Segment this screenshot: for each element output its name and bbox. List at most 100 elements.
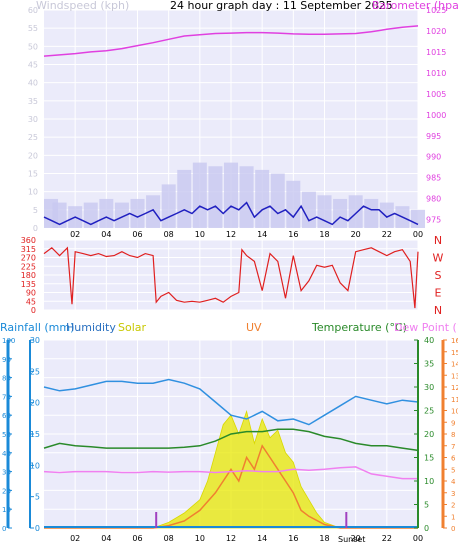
barometer-axis: 975 980 985 990 995 1000 1005 1010 1015 1020 1025 xyxy=(426,6,446,225)
uv-tick-label: 9 xyxy=(451,419,455,427)
gust-bar xyxy=(301,191,316,228)
uv-line xyxy=(44,444,418,529)
gust-bar xyxy=(286,180,301,228)
direction-tick-label: 45 xyxy=(26,297,36,306)
uv-tick-label: 2 xyxy=(451,502,455,510)
rainfall-tick-label: 80 xyxy=(2,375,11,383)
windspeed-axis: 0 5 10 15 20 25 30 35 40 45 50 55 60 xyxy=(28,6,38,233)
barometer-tick-label: 1010 xyxy=(426,69,446,78)
barometer-tick-label: 985 xyxy=(426,174,441,183)
temperature-tick-label: 40 xyxy=(424,336,434,345)
windspeed-tick-label: 40 xyxy=(28,79,38,88)
temperature-tick-label: 30 xyxy=(424,383,434,392)
barometer-line xyxy=(43,25,419,57)
uv-tick-label: 6 xyxy=(451,455,456,463)
temperature-tick-label: 10 xyxy=(424,477,434,486)
time-tick-label: 12 xyxy=(226,534,236,543)
gust-bar xyxy=(99,198,114,228)
barometer-tick-label: 1015 xyxy=(426,48,446,57)
dewpoint-line xyxy=(43,466,418,480)
time-tick-label: 02 xyxy=(70,534,80,543)
direction-tick-label: 0 xyxy=(31,306,36,315)
temperature-line xyxy=(43,428,419,452)
gust-bar xyxy=(146,195,161,228)
rain-inner-tick-label: 20 xyxy=(30,399,40,408)
temperature-axis: 0 5 10 15 20 25 30 35 40 xyxy=(414,336,434,533)
barometer-tick-label: 1025 xyxy=(426,6,446,15)
uv-tick-label: 10 xyxy=(451,408,458,416)
windspeed-tick-label: 20 xyxy=(28,151,38,160)
rainfall-tick-label: 30 xyxy=(2,469,11,477)
time-tick-label: 10 xyxy=(195,534,205,543)
windspeed-tick-label: 35 xyxy=(28,97,38,106)
gust-bar xyxy=(333,198,348,228)
barometer-tick-label: 1005 xyxy=(426,90,446,99)
time-tick-label: 08 xyxy=(164,230,174,239)
dewpoint-label: Dew Point (°C) xyxy=(394,321,458,334)
time-tick-label: 12 xyxy=(226,230,236,239)
rainfall-tick-label: 100 xyxy=(2,337,15,345)
uv-tick-label: 16 xyxy=(451,337,458,345)
top-time-axis: 02 04 06 08 10 12 14 16 18 20 22 00 xyxy=(70,230,423,239)
time-tick-label: 02 xyxy=(70,230,80,239)
rain-inner-tick-label: 0 xyxy=(35,524,40,533)
uv-tick-label: 13 xyxy=(451,372,458,380)
time-tick-label: 06 xyxy=(132,230,142,239)
compass-label: N xyxy=(434,304,442,317)
gust-bar xyxy=(83,202,98,228)
gust-bar xyxy=(270,173,285,228)
rainfall-tick-label: 50 xyxy=(2,431,11,439)
direction-tick-label: 135 xyxy=(21,280,36,289)
direction-tick-label: 360 xyxy=(21,236,36,245)
windspeed-tick-label: 60 xyxy=(28,6,38,15)
direction-tick-label: 225 xyxy=(21,262,36,271)
temperature-tick-label: 5 xyxy=(424,501,429,510)
time-tick-label: 10 xyxy=(195,230,205,239)
rainfall-tick-label: 90 xyxy=(2,356,11,364)
rainfall-tick-label: 40 xyxy=(2,450,11,458)
sunset-annotation: Sunset xyxy=(338,535,365,544)
uv-tick-label: 12 xyxy=(451,384,458,392)
uv-tick-label: 15 xyxy=(451,349,458,357)
time-tick-label: 08 xyxy=(164,534,174,543)
time-tick-label: 20 xyxy=(351,534,361,543)
direction-tick-label: 315 xyxy=(21,245,36,254)
gust-bar xyxy=(379,202,394,228)
temperature-tick-label: 0 xyxy=(424,524,429,533)
rainfall-tick-label: 10 xyxy=(2,506,11,514)
rainfall-tick-label: 60 xyxy=(2,412,11,420)
gust-bar xyxy=(255,169,270,228)
rainfall-label: Rainfall (mm) xyxy=(0,321,74,334)
windspeed-line xyxy=(43,201,419,226)
uv-tick-label: 0 xyxy=(451,525,455,533)
compass-label: E xyxy=(435,287,442,300)
time-tick-label: 16 xyxy=(288,230,298,239)
compass-label: N xyxy=(434,234,442,247)
temperature-tick-label: 15 xyxy=(424,454,434,463)
humidity-line xyxy=(43,378,419,426)
direction-tick-label: 180 xyxy=(21,271,36,280)
temperature-tick-label: 35 xyxy=(424,360,434,369)
windspeed-tick-label: 30 xyxy=(28,115,38,124)
temperature-tick-label: 25 xyxy=(424,407,434,416)
lower-time-axis: 02 04 06 08 10 12 14 16 18 20 22 00 xyxy=(70,534,423,543)
time-tick-label: 00 xyxy=(413,534,423,543)
uv-tick-label: 7 xyxy=(451,443,455,451)
uv-tick-label: 1 xyxy=(451,513,455,521)
gust-bar xyxy=(410,209,426,228)
rainfall-tick-label: 0 xyxy=(2,525,6,533)
rain-inner-axis: 0 5 10 15 20 25 30 xyxy=(30,336,40,533)
windspeed-tick-label: 25 xyxy=(28,133,38,142)
gust-bar xyxy=(364,198,379,228)
gust-bar xyxy=(348,195,363,228)
windspeed-tick-label: 10 xyxy=(28,188,38,197)
time-tick-label: 00 xyxy=(413,230,423,239)
barometer-tick-label: 1000 xyxy=(426,111,446,120)
gust-bar xyxy=(239,166,254,228)
gust-bar xyxy=(114,202,129,228)
barometer-tick-label: 990 xyxy=(426,153,441,162)
windspeed-tick-label: 5 xyxy=(33,206,38,215)
temperature-label: Temperature (°C) xyxy=(311,321,407,334)
